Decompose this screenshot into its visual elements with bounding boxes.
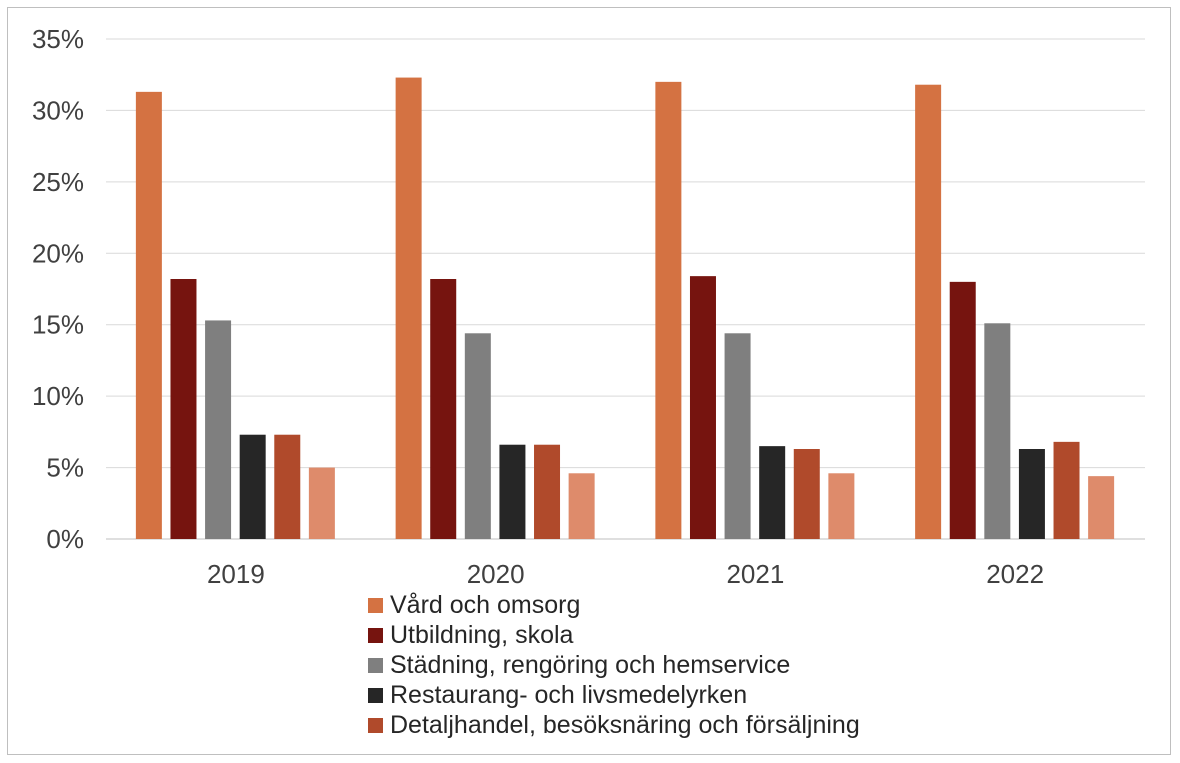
legend-label: Restaurang- och livsmedelyrken <box>390 680 748 709</box>
y-tick-label: 30% <box>32 95 84 125</box>
legend-swatch <box>368 597 383 613</box>
x-tick-label: 2019 <box>207 559 265 589</box>
legend: Vård och omsorg Utbildning, skola Städning… <box>368 590 860 740</box>
bar <box>984 323 1011 539</box>
legend-item: Detaljhandel, besöksnäring och försäljni… <box>368 710 860 740</box>
bar <box>1053 441 1080 539</box>
bar <box>274 434 301 539</box>
bar <box>430 279 457 539</box>
legend-item: Städning, rengöring och hemservice <box>368 650 860 680</box>
y-tick-label: 20% <box>32 238 84 268</box>
x-tick-label: 2020 <box>467 559 525 589</box>
bar <box>759 446 786 539</box>
legend-item: Restaurang- och livsmedelyrken <box>368 680 860 710</box>
legend-swatch <box>368 657 383 673</box>
legend-label: Städning, rengöring och hemservice <box>390 650 791 679</box>
bar <box>828 473 855 539</box>
x-tick-label: 2022 <box>986 559 1044 589</box>
bar <box>568 473 595 539</box>
bar <box>135 91 162 539</box>
bar <box>915 84 942 539</box>
legend-swatch <box>368 717 383 733</box>
legend-label: Vård och omsorg <box>390 590 581 619</box>
legend-label: Detaljhandel, besöksnäring och försäljni… <box>390 710 860 739</box>
legend-swatch <box>368 687 383 703</box>
bar <box>1018 449 1045 539</box>
legend-item: Utbildning, skola <box>368 620 860 650</box>
bar <box>655 81 682 539</box>
y-tick-label: 35% <box>32 24 84 54</box>
bar <box>499 444 526 539</box>
bar <box>239 434 266 539</box>
bar <box>793 449 820 539</box>
bar <box>308 467 335 539</box>
legend-label: Utbildning, skola <box>390 620 574 649</box>
legend-swatch <box>368 627 383 643</box>
y-tick-label: 10% <box>32 381 84 411</box>
bar <box>724 333 751 539</box>
bar <box>395 77 422 540</box>
bar <box>949 281 976 539</box>
x-tick-label: 2021 <box>726 559 784 589</box>
chart-frame <box>7 7 1171 755</box>
legend-item: Vård och omsorg <box>368 590 860 620</box>
y-tick-label: 15% <box>32 310 84 340</box>
y-tick-label: 0% <box>46 524 84 554</box>
y-tick-label: 5% <box>46 453 84 483</box>
bar <box>170 279 197 539</box>
bar <box>1088 476 1115 539</box>
bar <box>689 276 716 539</box>
bar <box>534 444 561 539</box>
bar <box>464 333 491 539</box>
bar <box>205 320 232 539</box>
y-tick-label: 25% <box>32 167 84 197</box>
